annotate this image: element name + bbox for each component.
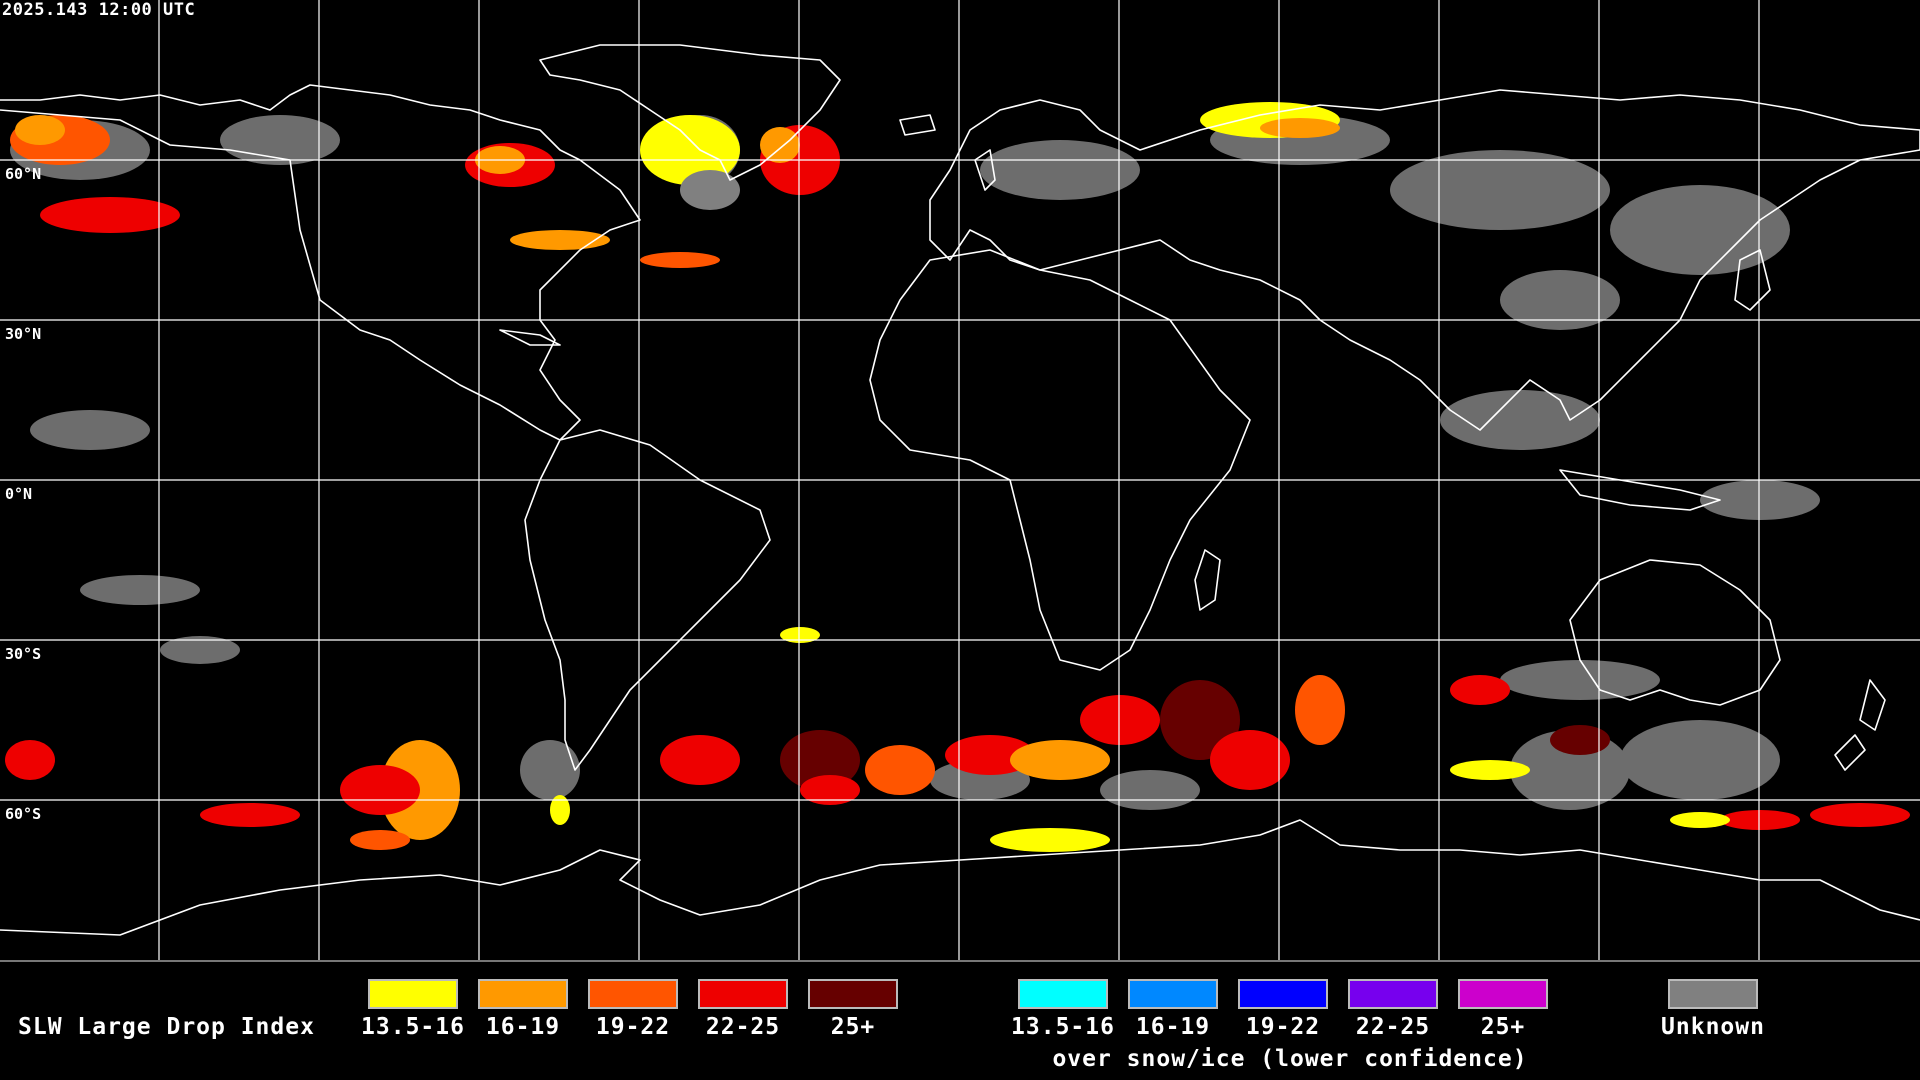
swatch-label-snow-13-16: 13.5-16 xyxy=(1011,1014,1115,1040)
timestamp: 2025.143 12:00 UTC xyxy=(2,0,196,20)
lat-label-60n: 60°N xyxy=(5,165,42,183)
coastlines xyxy=(0,44,1920,936)
swatch-label-liquid-13-16: 13.5-16 xyxy=(361,1014,465,1040)
swatch-snow-16-19 xyxy=(1128,979,1218,1009)
lat-label-30s: 30°S xyxy=(5,645,42,663)
graticule-grid xyxy=(0,0,1920,960)
swatch-liquid-25-plus xyxy=(808,979,898,1009)
swatch-snow-22-25 xyxy=(1348,979,1438,1009)
unknown-cloud-areas xyxy=(10,115,1820,810)
legend: SLW Large Drop Index 13.5-16 16-19 19-22… xyxy=(0,960,1920,1080)
swatch-label-liquid-16-19: 16-19 xyxy=(485,1014,561,1040)
swatch-unknown xyxy=(1668,979,1758,1009)
swatch-snow-19-22 xyxy=(1238,979,1328,1009)
world-map xyxy=(0,0,1920,960)
swatch-label-snow-16-19: 16-19 xyxy=(1135,1014,1211,1040)
swatch-label-snow-22-25: 22-25 xyxy=(1355,1014,1431,1040)
swatch-label-liquid-22-25: 22-25 xyxy=(705,1014,781,1040)
map-panel: 2025.143 12:00 UTC 60°N 30°N 0°N 30°S 60… xyxy=(0,0,1920,960)
lat-label-60s: 60°S xyxy=(5,805,42,823)
snow-ice-caption: over snow/ice (lower confidence) xyxy=(1052,1046,1528,1072)
swatch-liquid-13-16 xyxy=(368,979,458,1009)
legend-title: SLW Large Drop Index xyxy=(18,1014,315,1040)
swatch-label-liquid-25-plus: 25+ xyxy=(830,1014,876,1040)
swatch-label-snow-19-22: 19-22 xyxy=(1245,1014,1321,1040)
swatch-label-snow-25-plus: 25+ xyxy=(1480,1014,1526,1040)
swatch-snow-25-plus xyxy=(1458,979,1548,1009)
lat-label-30n: 30°N xyxy=(5,325,42,343)
swatch-label-unknown: Unknown xyxy=(1661,1014,1765,1040)
swatch-label-liquid-19-22: 19-22 xyxy=(595,1014,671,1040)
slw-large-drop-patches xyxy=(5,102,1910,852)
swatch-liquid-22-25 xyxy=(698,979,788,1009)
swatch-liquid-16-19 xyxy=(478,979,568,1009)
swatch-snow-13-16 xyxy=(1018,979,1108,1009)
lat-label-0n: 0°N xyxy=(5,485,33,503)
swatch-liquid-19-22 xyxy=(588,979,678,1009)
